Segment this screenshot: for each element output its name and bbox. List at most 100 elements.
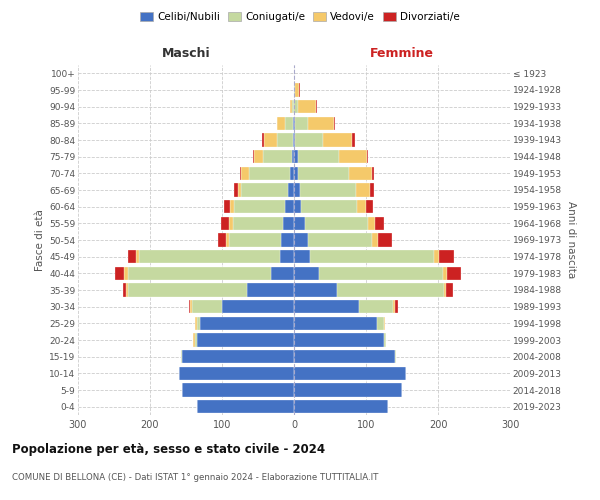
Text: Femmine: Femmine bbox=[370, 47, 434, 60]
Bar bbox=[293, 116, 294, 130]
Bar bbox=[197, 400, 294, 413]
Bar bbox=[290, 166, 294, 180]
Bar bbox=[283, 216, 294, 230]
Bar bbox=[394, 300, 395, 314]
Bar bbox=[298, 166, 349, 180]
Bar bbox=[196, 316, 197, 330]
Bar bbox=[253, 150, 254, 164]
Bar bbox=[294, 316, 377, 330]
Bar bbox=[294, 200, 301, 213]
Bar bbox=[384, 316, 385, 330]
Bar bbox=[122, 284, 126, 296]
Bar bbox=[182, 350, 294, 364]
Bar bbox=[126, 284, 128, 296]
Bar bbox=[271, 266, 294, 280]
Bar bbox=[128, 266, 271, 280]
Bar bbox=[240, 166, 241, 180]
Bar bbox=[280, 250, 294, 264]
Bar bbox=[193, 334, 194, 346]
Bar bbox=[298, 100, 316, 114]
Bar bbox=[294, 384, 402, 396]
Bar bbox=[263, 150, 292, 164]
Bar bbox=[290, 100, 292, 114]
Bar bbox=[295, 84, 299, 96]
Bar bbox=[281, 234, 294, 246]
Bar bbox=[293, 134, 294, 146]
Bar bbox=[434, 250, 439, 264]
Bar bbox=[229, 216, 233, 230]
Bar bbox=[230, 200, 233, 213]
Bar bbox=[294, 334, 384, 346]
Bar bbox=[136, 250, 139, 264]
Bar bbox=[368, 216, 376, 230]
Bar bbox=[316, 100, 317, 114]
Bar bbox=[294, 116, 295, 130]
Bar bbox=[305, 216, 368, 230]
Bar bbox=[192, 300, 222, 314]
Bar bbox=[294, 366, 406, 380]
Bar bbox=[197, 316, 200, 330]
Bar bbox=[352, 134, 355, 146]
Bar bbox=[356, 184, 370, 196]
Bar bbox=[334, 116, 335, 130]
Bar bbox=[446, 284, 453, 296]
Bar bbox=[247, 284, 294, 296]
Bar bbox=[294, 100, 298, 114]
Bar bbox=[294, 284, 337, 296]
Bar bbox=[284, 116, 293, 130]
Bar bbox=[298, 150, 340, 164]
Bar bbox=[182, 384, 294, 396]
Bar bbox=[190, 300, 192, 314]
Bar bbox=[221, 216, 229, 230]
Bar bbox=[358, 200, 366, 213]
Text: Maschi: Maschi bbox=[161, 47, 211, 60]
Bar bbox=[395, 300, 398, 314]
Bar bbox=[308, 234, 372, 246]
Bar bbox=[294, 350, 395, 364]
Bar bbox=[288, 184, 294, 196]
Bar bbox=[295, 134, 323, 146]
Bar bbox=[238, 184, 241, 196]
Bar bbox=[294, 300, 359, 314]
Bar bbox=[349, 166, 373, 180]
Bar bbox=[294, 150, 298, 164]
Bar bbox=[367, 150, 368, 164]
Bar bbox=[226, 234, 229, 246]
Bar bbox=[294, 266, 319, 280]
Text: COMUNE DI BELLONA (CE) - Dati ISTAT 1° gennaio 2024 - Elaborazione TUTTITALIA.IT: COMUNE DI BELLONA (CE) - Dati ISTAT 1° g… bbox=[12, 472, 379, 482]
Bar bbox=[222, 300, 294, 314]
Bar bbox=[323, 134, 352, 146]
Bar bbox=[443, 266, 446, 280]
Bar bbox=[197, 334, 294, 346]
Bar bbox=[308, 116, 334, 130]
Bar bbox=[128, 284, 247, 296]
Bar bbox=[439, 250, 454, 264]
Bar bbox=[277, 116, 284, 130]
Bar bbox=[295, 116, 308, 130]
Bar bbox=[294, 250, 310, 264]
Bar bbox=[444, 284, 446, 296]
Bar bbox=[128, 250, 136, 264]
Bar bbox=[376, 216, 384, 230]
Bar bbox=[384, 334, 386, 346]
Bar bbox=[337, 284, 444, 296]
Bar bbox=[300, 184, 356, 196]
Legend: Celibi/Nubili, Coniugati/e, Vedovi/e, Divorziati/e: Celibi/Nubili, Coniugati/e, Vedovi/e, Di… bbox=[136, 8, 464, 26]
Bar bbox=[181, 350, 182, 364]
Bar bbox=[395, 350, 396, 364]
Bar bbox=[200, 316, 294, 330]
Bar bbox=[224, 200, 230, 213]
Bar bbox=[115, 266, 124, 280]
Bar bbox=[248, 166, 290, 180]
Bar bbox=[179, 366, 294, 380]
Bar bbox=[366, 200, 373, 213]
Bar bbox=[377, 316, 384, 330]
Bar bbox=[294, 400, 388, 413]
Bar bbox=[194, 334, 197, 346]
Bar bbox=[124, 266, 128, 280]
Bar bbox=[241, 184, 288, 196]
Bar bbox=[446, 266, 461, 280]
Bar bbox=[294, 216, 305, 230]
Bar bbox=[294, 84, 295, 96]
Y-axis label: Anni di nascita: Anni di nascita bbox=[566, 202, 576, 278]
